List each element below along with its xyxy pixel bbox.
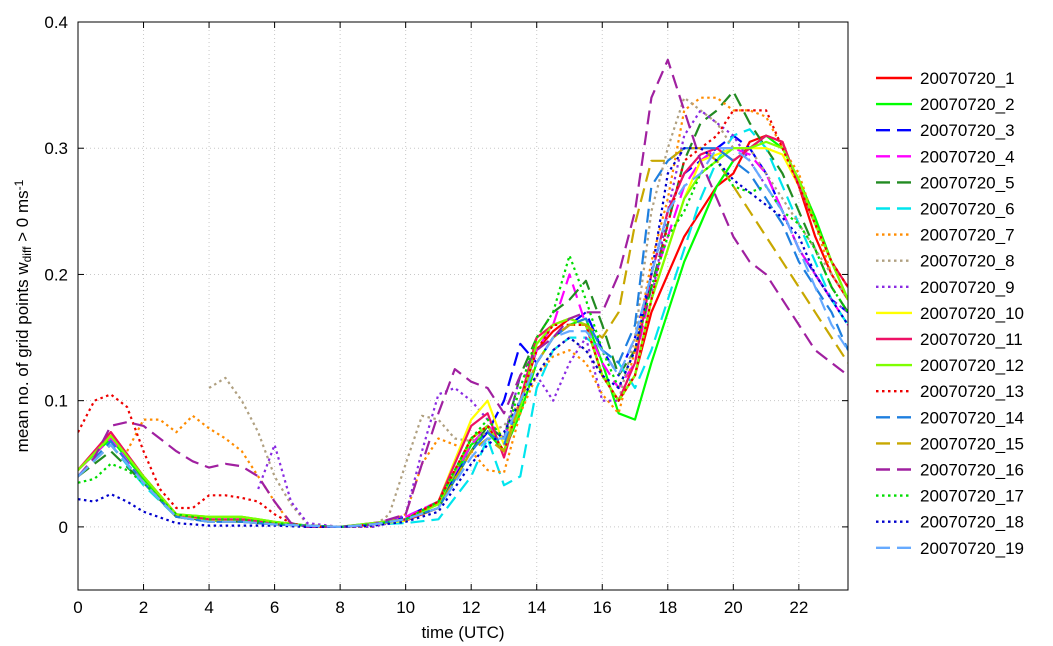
- series-line-19: [78, 147, 848, 528]
- legend-item: 20070720_16: [876, 461, 1024, 480]
- legend-item: 20070720_8: [876, 252, 1015, 271]
- series-line-18: [78, 147, 848, 528]
- legend-label: 20070720_17: [920, 487, 1024, 506]
- legend-item: 20070720_19: [876, 539, 1024, 558]
- x-axis-label: time (UTC): [421, 623, 504, 642]
- y-tick-label: 0.1: [44, 392, 68, 411]
- x-tick-label: 8: [335, 598, 344, 617]
- legend-label: 20070720_9: [920, 278, 1015, 297]
- plot-frame: [77, 21, 849, 591]
- legend-label: 20070720_6: [920, 200, 1015, 219]
- legend-item: 20070720_1: [876, 69, 1015, 88]
- x-tick-label: 14: [527, 598, 546, 617]
- legend-item: 20070720_13: [876, 382, 1024, 401]
- grid: [77, 21, 848, 590]
- legend-item: 20070720_6: [876, 200, 1015, 219]
- legend-label: 20070720_8: [920, 252, 1015, 271]
- x-tick-label: 2: [139, 598, 148, 617]
- y-tick-label: 0: [59, 518, 68, 537]
- legend-item: 20070720_4: [876, 147, 1015, 166]
- legend-item: 20070720_17: [876, 487, 1024, 506]
- legend-item: 20070720_3: [876, 121, 1015, 140]
- y-axis-label-superscript: -1: [12, 179, 26, 190]
- legend-label: 20070720_11: [920, 330, 1023, 349]
- legend-label: 20070720_18: [920, 513, 1024, 532]
- legend-item: 20070720_15: [876, 434, 1024, 453]
- legend-label: 20070720_13: [920, 382, 1024, 401]
- legend-label: 20070720_5: [920, 173, 1015, 192]
- legend-label: 20070720_19: [920, 539, 1024, 558]
- legend-label: 20070720_1: [920, 69, 1015, 88]
- legend-item: 20070720_5: [876, 173, 1015, 192]
- legend-label: 20070720_3: [920, 121, 1015, 140]
- y-axis-label: mean no. of grid points wdiff > 0 ms-1: [12, 179, 34, 452]
- y-axis-label-middle: > 0 ms: [13, 190, 32, 246]
- legend-item: 20070720_9: [876, 278, 1015, 297]
- x-tick-label: 10: [396, 598, 415, 617]
- x-tick-label: 0: [73, 598, 82, 617]
- legend-item: 20070720_12: [876, 356, 1024, 375]
- legend-item: 20070720_7: [876, 226, 1015, 245]
- x-tick-label: 16: [593, 598, 612, 617]
- y-tick-label: 0.2: [44, 265, 68, 284]
- x-tick-label: 4: [204, 598, 213, 617]
- legend-item: 20070720_18: [876, 513, 1024, 532]
- x-tick-label: 22: [789, 598, 808, 617]
- x-tick-label: 20: [724, 598, 743, 617]
- legend-label: 20070720_7: [920, 226, 1015, 245]
- legend-label: 20070720_15: [920, 434, 1024, 453]
- y-tick-label: 0.4: [44, 13, 68, 32]
- legend-label: 20070720_4: [920, 147, 1015, 166]
- legend-label: 20070720_14: [920, 408, 1024, 427]
- legend-item: 20070720_2: [876, 95, 1015, 114]
- series-line-5: [78, 90, 848, 528]
- legend-item: 20070720_11: [876, 330, 1023, 349]
- series-line-12: [78, 140, 848, 528]
- x-tick-label: 6: [270, 598, 279, 617]
- series-line-9: [257, 109, 848, 528]
- series-line-8: [208, 96, 848, 528]
- y-tick-label: 0.3: [44, 139, 68, 158]
- legend-item: 20070720_10: [876, 304, 1024, 323]
- legend-label: 20070720_12: [920, 356, 1024, 375]
- x-tick-label: 18: [658, 598, 677, 617]
- legend-item: 20070720_14: [876, 408, 1024, 427]
- series-line-7: [126, 96, 848, 528]
- y-axis-label-subscript: diff: [20, 246, 34, 262]
- legend-label: 20070720_10: [920, 304, 1024, 323]
- series-line-16: [78, 58, 848, 528]
- legend: 20070720_1 20070720_2 20070720_3 20070720_4…: [876, 69, 1024, 558]
- y-axis-label-main: mean no. of grid points w: [13, 262, 32, 453]
- series-lines: [78, 58, 848, 528]
- legend-label: 20070720_16: [920, 461, 1024, 480]
- x-tick-label: 12: [462, 598, 481, 617]
- axis-ticks: 0 2 4 6 8 10 12 14 16 18 20 22 0 0.1 0.2 0.3 0.4: [44, 13, 848, 617]
- legend-label: 20070720_2: [920, 95, 1015, 114]
